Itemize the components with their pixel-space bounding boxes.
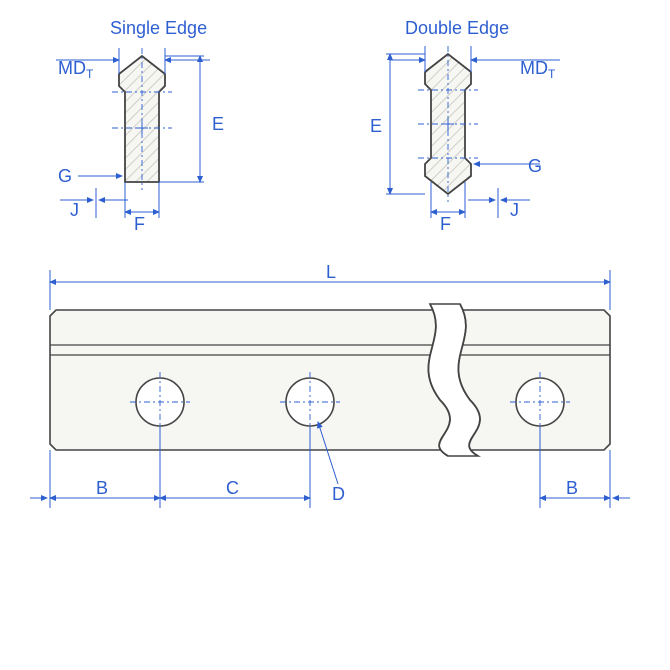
single-md-label: MDT: [58, 58, 94, 81]
double-F-label: F: [440, 214, 451, 234]
single-G-label: G: [58, 166, 72, 186]
single-edge-profile: Single Edge MDT E G J F: [56, 18, 224, 234]
B1-label: B: [96, 478, 108, 498]
rail-side-view: L B C D B: [30, 262, 630, 508]
C-label: C: [226, 478, 239, 498]
double-edge-profile: Double Edge MDT E G F J: [370, 18, 560, 234]
double-E-label: E: [370, 116, 382, 136]
single-E-label: E: [212, 114, 224, 134]
B2-label: B: [566, 478, 578, 498]
diagram-canvas: Single Edge MDT E G J F: [0, 0, 670, 670]
double-edge-title: Double Edge: [405, 18, 509, 38]
rail-body: [50, 310, 610, 450]
single-J-label: J: [70, 200, 79, 220]
double-G-label: G: [528, 156, 542, 176]
double-J-label: J: [510, 200, 519, 220]
single-edge-title: Single Edge: [110, 18, 207, 38]
single-F-label: F: [134, 214, 145, 234]
D-label: D: [332, 484, 345, 504]
L-label: L: [326, 262, 336, 282]
double-md-label: MDT: [520, 58, 556, 81]
